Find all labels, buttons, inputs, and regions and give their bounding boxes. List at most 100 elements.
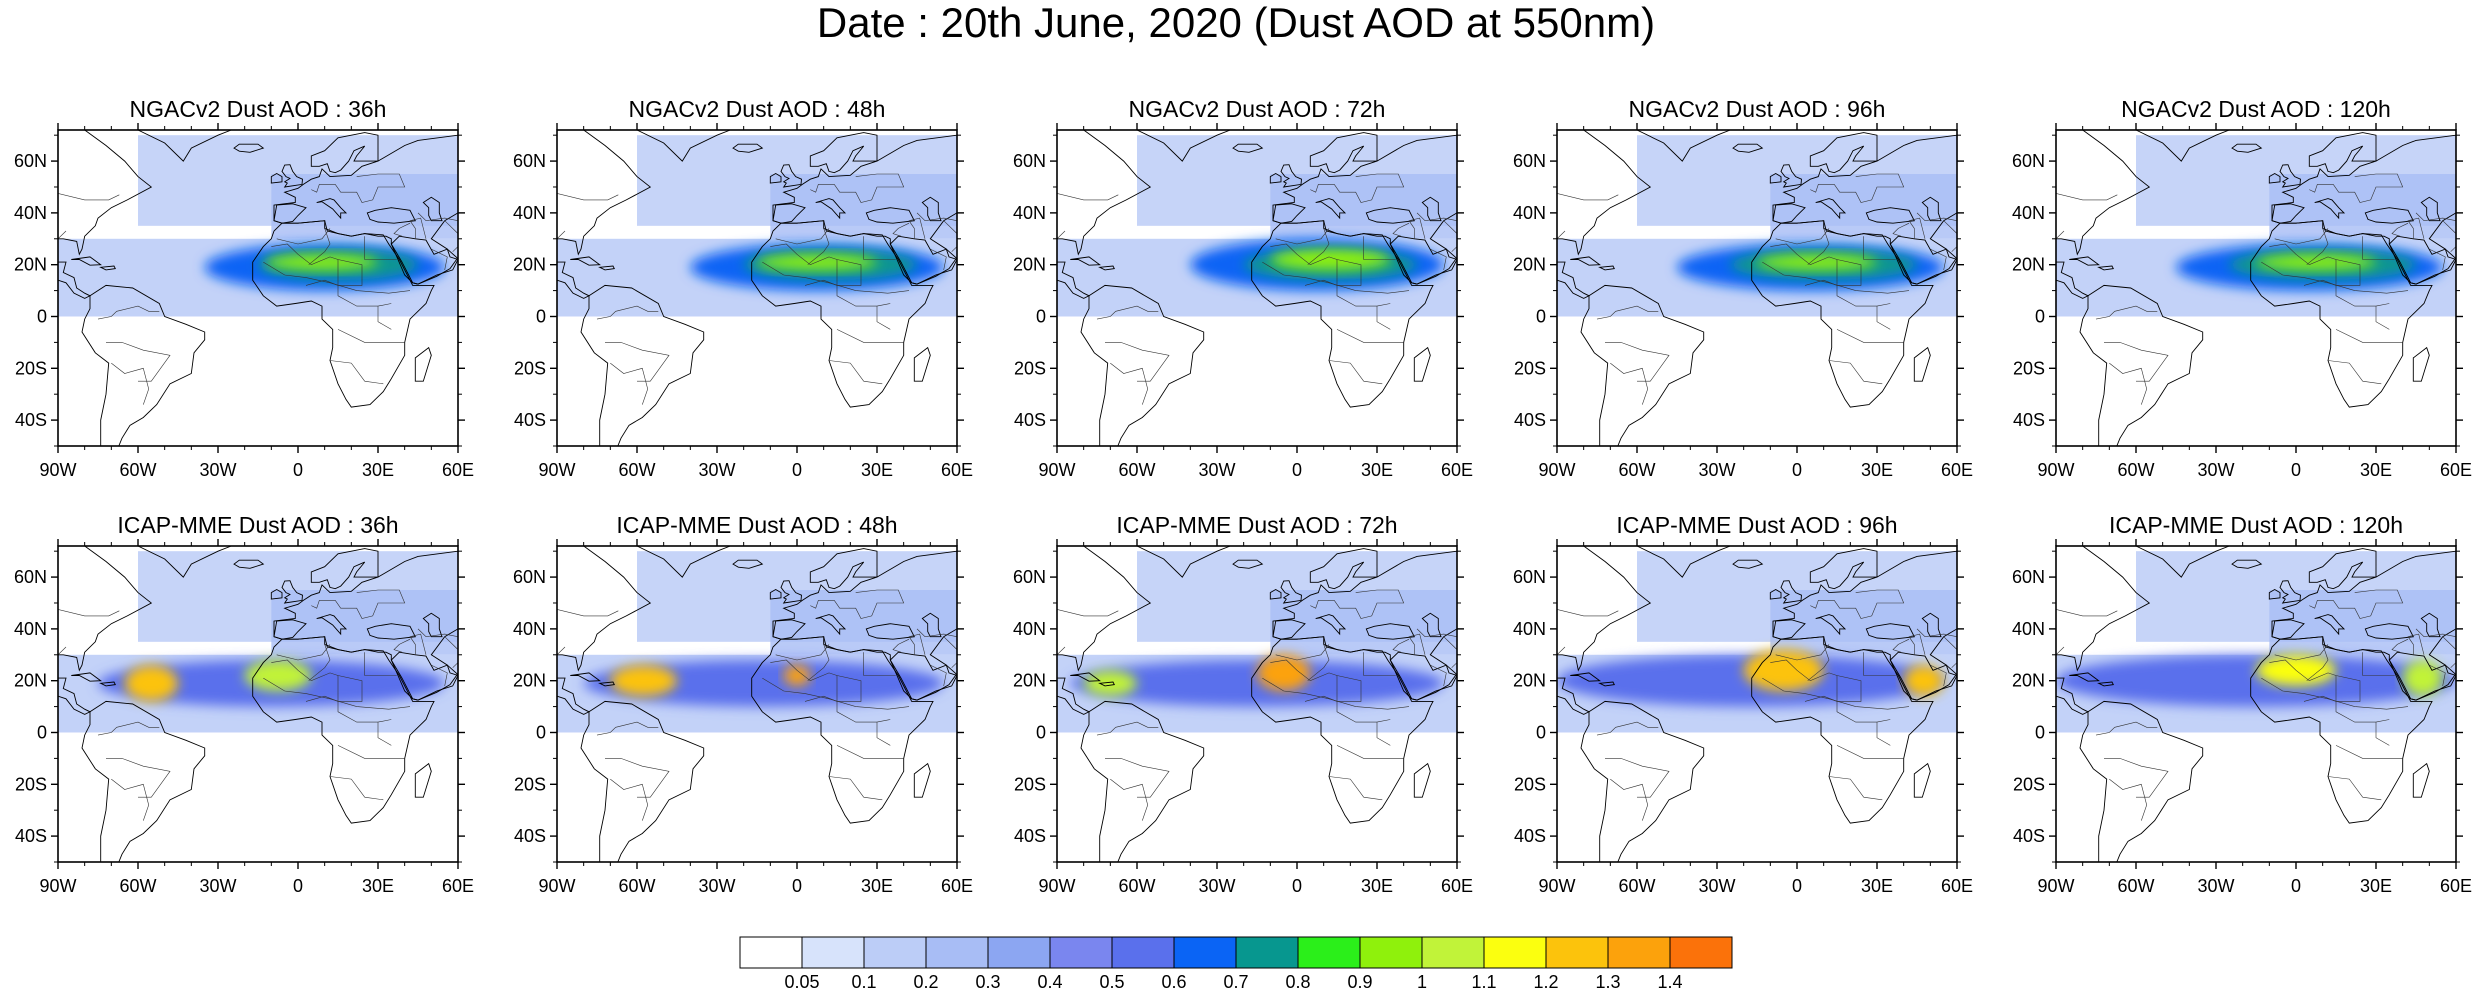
lon-tick-label: 30W xyxy=(1698,876,1735,896)
country-borders xyxy=(58,173,458,405)
lon-tick-label: 60E xyxy=(1941,876,1973,896)
colorbar-swatch xyxy=(801,936,865,969)
lat-tick-label: 20S xyxy=(15,358,47,378)
map-frame xyxy=(556,545,958,863)
lat-tick-label: 20S xyxy=(1014,774,1046,794)
lat-tick-label: 60N xyxy=(14,151,47,171)
lon-tick-label: 30E xyxy=(1361,460,1393,480)
colorbar-swatch xyxy=(1297,936,1361,969)
coastlines xyxy=(1557,546,1957,862)
map-panel-ngac-96h: 60N 40N 20N 0 20S 40S 90W 60W 30W 0 30E 60E xyxy=(1513,123,1973,480)
lat-tick-label: 40N xyxy=(2012,203,2045,223)
lat-tick-label: 60N xyxy=(1513,151,1546,171)
dust-plume-1 xyxy=(610,665,677,697)
map-panel-icap-48h: 60N 40N 20N 0 20S 40S 90W 60W 30W 0 30E 60E xyxy=(513,539,973,896)
lon-tick-label: 60W xyxy=(119,876,156,896)
lat-tick-label: 40S xyxy=(1514,826,1546,846)
lon-tick-label: 30W xyxy=(698,876,735,896)
colorbar-label: 1.2 xyxy=(1533,972,1558,992)
lat-tick-label: 40N xyxy=(2012,619,2045,639)
colorbar-label: 0.4 xyxy=(1037,972,1062,992)
country-borders xyxy=(557,173,957,405)
colorbar-label: 0.7 xyxy=(1223,972,1248,992)
country-borders xyxy=(1057,173,1457,405)
lon-tick-label: 60W xyxy=(119,460,156,480)
lat-tick-label: 20S xyxy=(2013,774,2045,794)
lat-tick-label: 0 xyxy=(37,722,47,742)
lon-tick-label: 90W xyxy=(538,460,575,480)
country-borders xyxy=(2056,173,2456,405)
colorbar-label: 0.1 xyxy=(851,972,876,992)
colorbar-label: 0.9 xyxy=(1347,972,1372,992)
lon-tick-label: 90W xyxy=(1538,876,1575,896)
lon-tick-label: 90W xyxy=(39,460,76,480)
lon-tick-label: 30W xyxy=(1698,460,1735,480)
lat-tick-label: 0 xyxy=(2035,722,2045,742)
lat-tick-label: 40N xyxy=(513,619,546,639)
colorbar-label: 1 xyxy=(1417,972,1427,992)
lon-tick-label: 90W xyxy=(2037,460,2074,480)
lon-tick-label: 60E xyxy=(941,460,973,480)
colorbar-swatch xyxy=(925,936,989,969)
lon-tick-label: 60W xyxy=(2117,460,2154,480)
panel-title-icap-120h: ICAP-MME Dust AOD : 120h xyxy=(2109,512,2403,538)
dust-plume-2 xyxy=(783,665,811,686)
lon-tick-label: 30E xyxy=(2360,460,2392,480)
country-borders xyxy=(1557,589,1957,821)
dust-plume-2 xyxy=(266,254,378,270)
lon-tick-label: 30E xyxy=(362,876,394,896)
map-frame xyxy=(1056,129,1458,447)
lat-tick-label: 20N xyxy=(14,671,47,691)
lon-tick-label: 0 xyxy=(792,876,802,896)
dust-plume-2 xyxy=(2402,659,2443,697)
colorbar-swatch xyxy=(1173,936,1237,969)
lon-tick-label: 0 xyxy=(293,460,303,480)
lat-tick-label: 20N xyxy=(2012,255,2045,275)
lon-tick-label: 60E xyxy=(1441,460,1473,480)
map-panel-ngac-48h: 60N 40N 20N 0 20S 40S 90W 60W 30W 0 30E 60E xyxy=(513,123,973,480)
lon-tick-label: 60W xyxy=(1118,876,1155,896)
lon-tick-label: 30W xyxy=(1198,876,1235,896)
lat-tick-label: 20S xyxy=(1514,774,1546,794)
lon-tick-label: 60W xyxy=(1118,460,1155,480)
lat-tick-label: 60N xyxy=(2012,567,2045,587)
panel-title-ngac-48h: NGACv2 Dust AOD : 48h xyxy=(628,96,886,122)
dust-plume-1 xyxy=(124,665,178,702)
lat-tick-label: 40N xyxy=(513,203,546,223)
lon-tick-label: 60W xyxy=(618,460,655,480)
lat-tick-label: 40S xyxy=(514,826,546,846)
lon-tick-label: 0 xyxy=(792,460,802,480)
lon-tick-label: 60W xyxy=(1618,460,1655,480)
lat-tick-label: 40S xyxy=(15,410,47,430)
lat-tick-label: 0 xyxy=(1536,306,1546,326)
lat-tick-label: 60N xyxy=(2012,151,2045,171)
lat-tick-label: 40N xyxy=(1513,619,1546,639)
lat-tick-label: 0 xyxy=(536,722,546,742)
lat-tick-label: 60N xyxy=(1013,151,1046,171)
colorbar-label: 1.1 xyxy=(1471,972,1496,992)
panel-title-icap-72h: ICAP-MME Dust AOD : 72h xyxy=(1116,512,1398,538)
map-frame xyxy=(1556,545,1958,863)
lat-tick-label: 0 xyxy=(1036,306,1046,326)
lon-tick-label: 0 xyxy=(1292,460,1302,480)
map-frame xyxy=(57,545,459,863)
map-panel-ngac-36h: 60N 40N 20N 0 20S 40S 90W 60W 30W 0 30E 60E xyxy=(14,123,474,480)
lat-tick-label: 20N xyxy=(14,255,47,275)
colorbar-swatch xyxy=(1545,936,1609,969)
lon-tick-label: 0 xyxy=(293,876,303,896)
lat-tick-label: 40S xyxy=(514,410,546,430)
colorbar-label: 0.8 xyxy=(1285,972,1310,992)
lat-tick-label: 40N xyxy=(1013,203,1046,223)
lon-tick-label: 60E xyxy=(1441,876,1473,896)
dust-plume-2 xyxy=(1903,665,1944,697)
lon-tick-label: 60W xyxy=(618,876,655,896)
panel-title-ngac-96h: NGACv2 Dust AOD : 96h xyxy=(1628,96,1886,122)
lat-tick-label: 20S xyxy=(1514,358,1546,378)
panel-title-icap-96h: ICAP-MME Dust AOD : 96h xyxy=(1616,512,1898,538)
dust-plume-2 xyxy=(244,659,312,692)
lat-tick-label: 40S xyxy=(1014,826,1046,846)
lon-tick-label: 0 xyxy=(2291,876,2301,896)
lat-tick-label: 20N xyxy=(513,671,546,691)
lon-tick-label: 0 xyxy=(1292,876,1302,896)
